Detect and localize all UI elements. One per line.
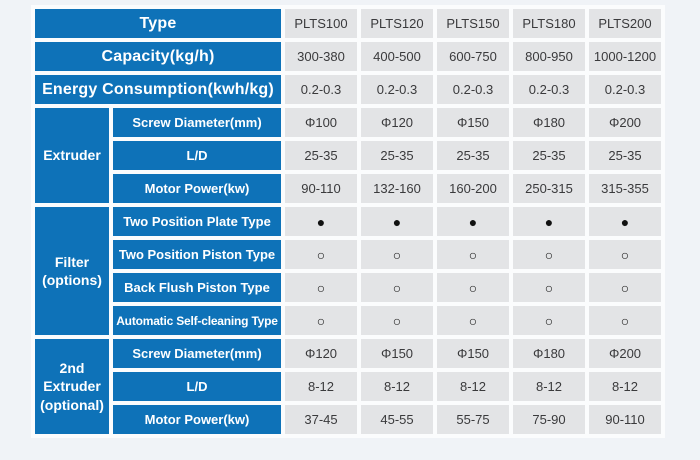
table-row-capacity: Capacity(kg/h) 300-380 400-500 600-750 8… (35, 42, 661, 71)
filled-circle-marker: ● (361, 207, 433, 236)
value-cell: 25-35 (513, 141, 585, 170)
value-cell: 25-35 (285, 141, 357, 170)
open-circle-marker: ○ (285, 306, 357, 335)
value-cell: 0.2-0.3 (513, 75, 585, 104)
value-cell: Φ120 (361, 108, 433, 137)
value-cell: 75-90 (513, 405, 585, 434)
value-cell: 90-110 (589, 405, 661, 434)
row-header-back-flush-piston-type: Back Flush Piston Type (113, 273, 281, 302)
open-circle-marker: ○ (437, 240, 509, 269)
open-circle-marker: ○ (285, 273, 357, 302)
group-header-2nd-extruder-optional: 2nd Extruder (optional) (35, 339, 109, 434)
value-cell: 0.2-0.3 (589, 75, 661, 104)
column-header-plts100: PLTS100 (285, 9, 357, 38)
table-row-extruder-ld: L/D 25-35 25-35 25-35 25-35 25-35 (35, 141, 661, 170)
value-cell: 25-35 (437, 141, 509, 170)
row-header-motor-power: Motor Power(kw) (113, 174, 281, 203)
open-circle-marker: ○ (437, 273, 509, 302)
value-cell: 315-355 (589, 174, 661, 203)
table-row-extruder-screw-diameter: Extruder Screw Diameter(mm) Φ100 Φ120 Φ1… (35, 108, 661, 203)
value-cell: 600-750 (437, 42, 509, 71)
value-cell: 25-35 (361, 141, 433, 170)
row-header-two-position-plate-type: Two Position Plate Type (113, 207, 281, 236)
table-row-2nd-extruder-ld: L/D 8-12 8-12 8-12 8-12 8-12 (35, 372, 661, 401)
table-row-filter-self-cleaning: Automatic Self-cleaning Type ○ ○ ○ ○ ○ (35, 306, 661, 335)
value-cell: Φ200 (589, 339, 661, 368)
row-header-ld: L/D (113, 372, 281, 401)
value-cell: Φ180 (513, 108, 585, 137)
value-cell: Φ200 (589, 108, 661, 137)
value-cell: 90-110 (285, 174, 357, 203)
value-cell: 1000-1200 (589, 42, 661, 71)
open-circle-marker: ○ (589, 240, 661, 269)
value-cell: 0.2-0.3 (361, 75, 433, 104)
value-cell: 400-500 (361, 42, 433, 71)
filled-circle-marker: ● (285, 207, 357, 236)
value-cell: Φ120 (285, 339, 357, 368)
table-row-filter-plate-type: Filter (options) Two Position Plate Type… (35, 207, 661, 335)
table-row-energy-consumption: Energy Consumption(kwh/kg) 0.2-0.3 0.2-0… (35, 75, 661, 104)
value-cell: 0.2-0.3 (437, 75, 509, 104)
value-cell: Φ150 (437, 108, 509, 137)
column-header-plts150: PLTS150 (437, 9, 509, 38)
column-header-plts120: PLTS120 (361, 9, 433, 38)
open-circle-marker: ○ (513, 240, 585, 269)
value-cell: Φ150 (437, 339, 509, 368)
open-circle-marker: ○ (285, 240, 357, 269)
row-header-energy-consumption: Energy Consumption(kwh/kg) (35, 75, 281, 104)
table-row-type: Type PLTS100 PLTS120 PLTS150 PLTS180 PLT… (35, 9, 661, 38)
row-header-ld: L/D (113, 141, 281, 170)
value-cell: 8-12 (361, 372, 433, 401)
table-row-filter-piston-type: Two Position Piston Type ○ ○ ○ ○ ○ (35, 240, 661, 269)
table-row-2nd-extruder-motor-power: Motor Power(kw) 37-45 45-55 55-75 75-90 … (35, 405, 661, 434)
column-header-plts180: PLTS180 (513, 9, 585, 38)
row-header-type: Type (35, 9, 281, 38)
value-cell: 0.2-0.3 (285, 75, 357, 104)
open-circle-marker: ○ (361, 273, 433, 302)
value-cell: 55-75 (437, 405, 509, 434)
value-cell: 8-12 (437, 372, 509, 401)
filled-circle-marker: ● (513, 207, 585, 236)
open-circle-marker: ○ (437, 306, 509, 335)
filled-circle-marker: ● (437, 207, 509, 236)
value-cell: 45-55 (361, 405, 433, 434)
row-header-capacity: Capacity(kg/h) (35, 42, 281, 71)
open-circle-marker: ○ (589, 273, 661, 302)
open-circle-marker: ○ (513, 306, 585, 335)
row-header-two-position-piston-type: Two Position Piston Type (113, 240, 281, 269)
value-cell: Φ180 (513, 339, 585, 368)
row-header-screw-diameter: Screw Diameter(mm) (113, 108, 281, 137)
group-header-filter-options: Filter (options) (35, 207, 109, 335)
table-row-filter-back-flush: Back Flush Piston Type ○ ○ ○ ○ ○ (35, 273, 661, 302)
filled-circle-marker: ● (589, 207, 661, 236)
spec-table: Type PLTS100 PLTS120 PLTS150 PLTS180 PLT… (31, 5, 665, 438)
value-cell: 37-45 (285, 405, 357, 434)
table-row-extruder-motor-power: Motor Power(kw) 90-110 132-160 160-200 2… (35, 174, 661, 203)
value-cell: 8-12 (513, 372, 585, 401)
row-header-motor-power: Motor Power(kw) (113, 405, 281, 434)
value-cell: 300-380 (285, 42, 357, 71)
table-row-2nd-extruder-screw-diameter: 2nd Extruder (optional) Screw Diameter(m… (35, 339, 661, 434)
column-header-plts200: PLTS200 (589, 9, 661, 38)
open-circle-marker: ○ (589, 306, 661, 335)
value-cell: Φ100 (285, 108, 357, 137)
open-circle-marker: ○ (361, 306, 433, 335)
value-cell: 132-160 (361, 174, 433, 203)
value-cell: 8-12 (589, 372, 661, 401)
value-cell: 250-315 (513, 174, 585, 203)
value-cell: 8-12 (285, 372, 357, 401)
value-cell: 160-200 (437, 174, 509, 203)
value-cell: 800-950 (513, 42, 585, 71)
row-header-screw-diameter: Screw Diameter(mm) (113, 339, 281, 368)
open-circle-marker: ○ (361, 240, 433, 269)
open-circle-marker: ○ (513, 273, 585, 302)
row-header-automatic-self-cleaning-type: Automatic Self-cleaning Type (113, 306, 281, 335)
group-header-extruder: Extruder (35, 108, 109, 203)
value-cell: Φ150 (361, 339, 433, 368)
value-cell: 25-35 (589, 141, 661, 170)
